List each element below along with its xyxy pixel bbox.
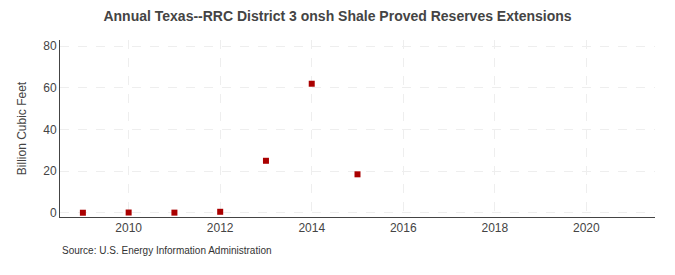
svg-text:2010: 2010 — [115, 221, 142, 235]
svg-text:60: 60 — [43, 81, 57, 95]
svg-text:2012: 2012 — [207, 221, 234, 235]
svg-text:Source: U.S. Energy Informatio: Source: U.S. Energy Information Administ… — [62, 245, 272, 256]
svg-text:80: 80 — [43, 39, 57, 53]
svg-text:Billion Cubic Feet: Billion Cubic Feet — [15, 81, 29, 175]
svg-text:Annual Texas--RRC District 3 o: Annual Texas--RRC District 3 onsh Shale … — [103, 8, 571, 24]
svg-text:2020: 2020 — [573, 221, 600, 235]
svg-text:2016: 2016 — [390, 221, 417, 235]
svg-text:2018: 2018 — [481, 221, 508, 235]
svg-text:0: 0 — [50, 206, 57, 220]
svg-text:20: 20 — [43, 164, 57, 178]
svg-text:2014: 2014 — [298, 221, 325, 235]
svg-text:40: 40 — [43, 123, 57, 137]
